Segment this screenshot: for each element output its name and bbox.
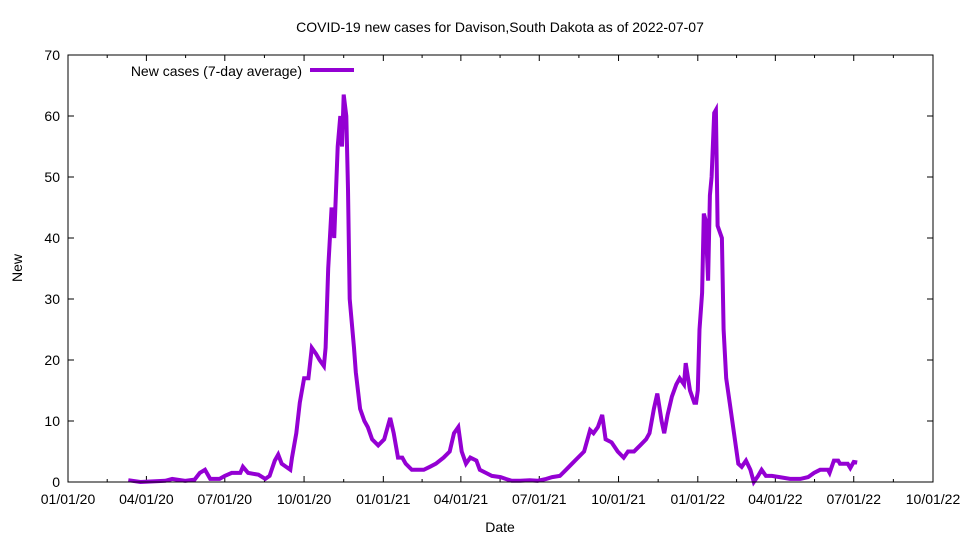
x-tick-label: 01/01/20 bbox=[41, 491, 96, 507]
x-tick-label: 10/01/21 bbox=[591, 491, 646, 507]
legend: New cases (7-day average) bbox=[131, 63, 354, 79]
x-tick-label: 01/01/21 bbox=[356, 491, 411, 507]
y-tick-label: 50 bbox=[44, 169, 60, 185]
x-tick-label: 10/01/22 bbox=[906, 491, 960, 507]
y-tick-label: 10 bbox=[44, 413, 60, 429]
x-tick-label: 07/01/20 bbox=[198, 491, 253, 507]
y-tick-label: 70 bbox=[44, 47, 60, 63]
legend-label: New cases (7-day average) bbox=[131, 63, 302, 79]
x-axis-label: Date bbox=[485, 519, 515, 535]
y-tick-label: 0 bbox=[52, 474, 60, 490]
x-tick-label: 07/01/21 bbox=[512, 491, 567, 507]
x-tick-label: 07/01/22 bbox=[826, 491, 881, 507]
series-line-new-cases bbox=[128, 94, 858, 487]
x-tick-label: 10/01/20 bbox=[277, 491, 332, 507]
x-tick-label: 04/01/21 bbox=[434, 491, 489, 507]
chart-title: COVID-19 new cases for Davison,South Dak… bbox=[296, 19, 704, 35]
plot-frame bbox=[67, 54, 934, 483]
y-tick-label: 20 bbox=[44, 352, 60, 368]
y-tick-label: 40 bbox=[44, 230, 60, 246]
y-tick-label: 30 bbox=[44, 291, 60, 307]
x-tick-label: 01/01/22 bbox=[671, 491, 726, 507]
y-tick-label: 60 bbox=[44, 108, 60, 124]
y-axis-label: New bbox=[9, 253, 25, 282]
x-tick-label: 04/01/20 bbox=[119, 491, 174, 507]
x-tick-label: 04/01/22 bbox=[748, 491, 803, 507]
